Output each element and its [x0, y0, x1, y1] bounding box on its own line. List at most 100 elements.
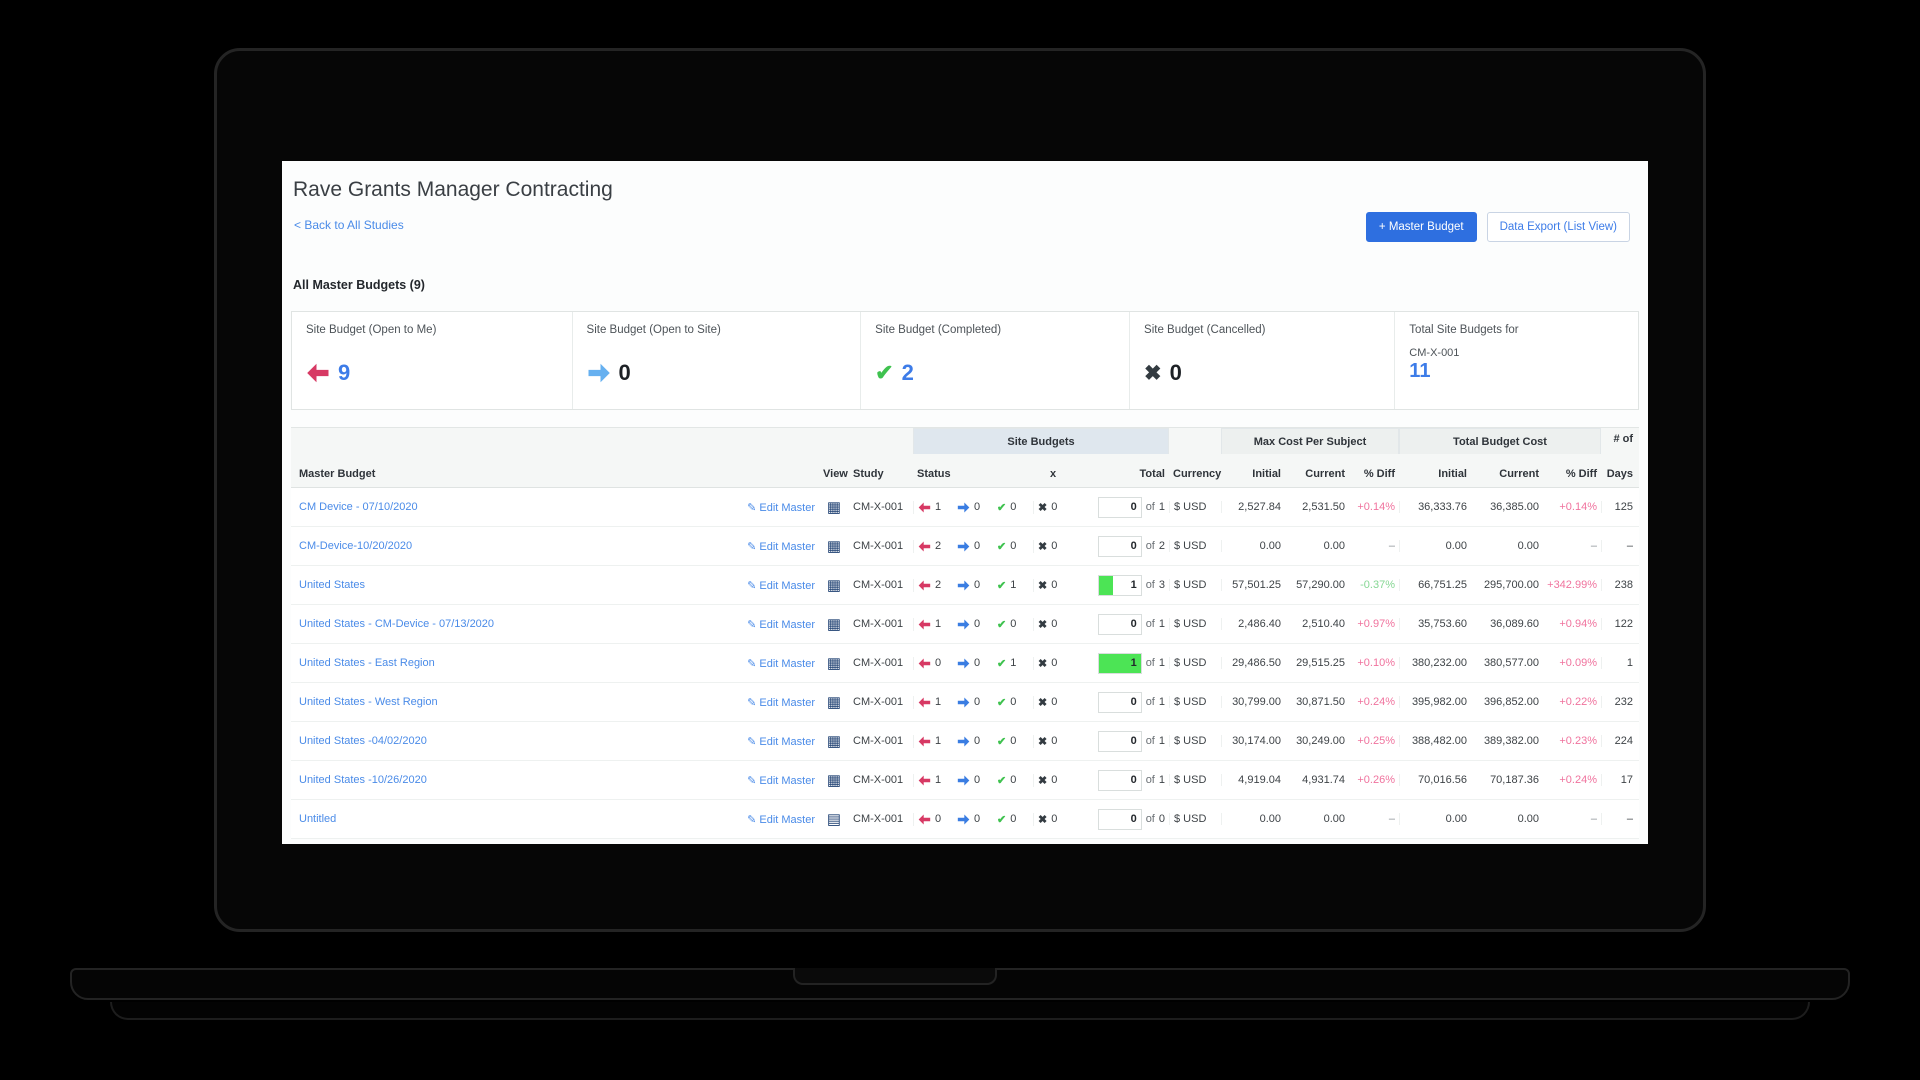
check-icon: ✔: [875, 360, 894, 385]
data-export-button[interactable]: Data Export (List View): [1486, 212, 1630, 242]
open-to-me-count: 1: [935, 774, 942, 786]
edit-master-link[interactable]: ✎ Edit Master: [747, 658, 815, 670]
master-budget-link[interactable]: United States - East Region: [299, 657, 435, 669]
laptop-notch: [793, 968, 997, 985]
edit-master-link[interactable]: ✎ Edit Master: [747, 814, 815, 826]
progress-fill: [1098, 575, 1114, 595]
card-completed: Site Budget (Completed) ✔ 2: [861, 312, 1131, 409]
master-budget-link[interactable]: United States - CM-Device - 07/13/2020: [299, 618, 495, 630]
cancelled-count: 0: [1051, 774, 1058, 786]
days-cell: 122: [1601, 618, 1639, 630]
max-initial-cell: 2,486.40: [1221, 618, 1285, 630]
header-total-cost: Total Budget Cost: [1399, 428, 1601, 454]
grid-view-icon[interactable]: ▦: [826, 537, 842, 555]
progress-input[interactable]: 0: [1097, 691, 1142, 713]
open-to-me-count: 1: [935, 501, 942, 513]
total-count: 1: [1158, 657, 1165, 669]
progress-input[interactable]: 0: [1097, 730, 1142, 752]
header-site-budgets: Site Budgets: [913, 428, 1169, 454]
edit-master-link[interactable]: ✎ Edit Master: [747, 775, 815, 787]
card-study-id: CM-X-001: [1409, 347, 1460, 359]
master-budget-link[interactable]: United States -04/02/2020: [299, 735, 427, 747]
edit-master-link[interactable]: ✎ Edit Master: [747, 541, 815, 553]
table-row: United States -04/02/2020 ✎ Edit Master …: [291, 722, 1639, 761]
grid-view-icon[interactable]: ▦: [826, 693, 842, 711]
total-current-cell: 0.00: [1517, 813, 1539, 825]
max-current-cell: 0.00: [1323, 540, 1345, 552]
table-row: United States - CM-Device - 07/13/2020 ✎…: [291, 605, 1639, 644]
progress-input[interactable]: 0: [1097, 769, 1142, 791]
progress-input[interactable]: 0: [1097, 535, 1142, 557]
edit-master-link[interactable]: ✎ Edit Master: [747, 619, 815, 631]
study-cell: CM-X-001: [853, 540, 904, 552]
master-budget-link[interactable]: CM-Device-10/20/2020: [299, 540, 413, 552]
card-value: 0: [1169, 360, 1182, 385]
back-to-all-studies-link[interactable]: < Back to All Studies: [294, 218, 404, 232]
of-label: of: [1145, 540, 1155, 552]
completed-icon: ✔: [997, 618, 1007, 631]
grid-view-icon[interactable]: ▦: [826, 498, 842, 516]
progress-input[interactable]: 0: [1097, 808, 1142, 830]
master-budget-link[interactable]: United States -10/26/2020: [299, 774, 427, 786]
open-to-site-count: 0: [974, 618, 981, 630]
pencil-icon: ✎: [747, 774, 757, 787]
grid-view-icon[interactable]: ▦: [826, 576, 842, 594]
progress-input[interactable]: 1: [1097, 574, 1142, 596]
card-open-to-site: Site Budget (Open to Site) 0: [573, 312, 862, 409]
max-initial-cell: 29,486.50: [1221, 657, 1285, 669]
progress-input[interactable]: 0: [1097, 613, 1142, 635]
master-budget-link[interactable]: CM Device - 07/10/2020: [299, 501, 418, 513]
progress-input[interactable]: 1: [1097, 652, 1142, 674]
list-view-icon[interactable]: ▤: [826, 810, 842, 828]
days-cell: 224: [1601, 735, 1639, 747]
edit-master-label: Edit Master: [759, 696, 815, 709]
edit-master-link[interactable]: ✎ Edit Master: [747, 502, 815, 514]
max-diff-cell: +0.14%: [1357, 501, 1395, 513]
header-status: Status: [917, 468, 951, 480]
table-row: CM Device - 07/10/2020 ✎ Edit Master ▦ C…: [291, 488, 1639, 527]
days-cell: –: [1601, 813, 1639, 825]
grid-view-icon[interactable]: ▦: [826, 732, 842, 750]
grid-view-icon[interactable]: ▦: [826, 615, 842, 633]
cancelled-count: 0: [1051, 501, 1058, 513]
total-count: 1: [1158, 696, 1165, 708]
card-cancelled: Site Budget (Cancelled) ✖ 0: [1130, 312, 1396, 409]
progress-value: 0: [1130, 539, 1137, 552]
header-edit: [733, 428, 819, 487]
cancelled-icon: ✖: [1038, 579, 1048, 592]
master-budget-link[interactable]: Untitled: [299, 813, 337, 825]
master-budget-button[interactable]: + Master Budget: [1365, 212, 1477, 242]
edit-master-label: Edit Master: [759, 618, 815, 631]
progress-input[interactable]: 0: [1097, 496, 1142, 518]
master-budget-link[interactable]: United States - West Region: [299, 696, 438, 708]
card-label: Site Budget (Completed): [875, 324, 1002, 336]
edit-master-label: Edit Master: [759, 774, 815, 787]
max-current-cell: 2,510.40: [1302, 618, 1345, 630]
cancelled-icon: ✖: [1038, 774, 1048, 787]
grid-view-icon[interactable]: ▦: [826, 654, 842, 672]
currency-cell: $ USD: [1169, 774, 1221, 786]
open-to-me-icon: [918, 657, 931, 670]
study-cell: CM-X-001: [853, 501, 904, 513]
max-current-cell: 30,871.50: [1296, 696, 1345, 708]
edit-master-label: Edit Master: [759, 657, 815, 670]
total-diff-cell: +0.09%: [1559, 657, 1597, 669]
cancelled-icon: ✖: [1038, 735, 1048, 748]
edit-master-link[interactable]: ✎ Edit Master: [747, 580, 815, 592]
max-current-cell: 2,531.50: [1302, 501, 1345, 513]
grid-view-icon[interactable]: ▦: [826, 771, 842, 789]
completed-count: 1: [1010, 579, 1017, 591]
cancelled-count: 0: [1051, 579, 1058, 591]
total-initial-cell: 0.00: [1399, 540, 1471, 552]
master-budget-link[interactable]: United States: [299, 579, 366, 591]
open-to-site-count: 0: [974, 579, 981, 591]
completed-count: 0: [1010, 540, 1017, 552]
cancelled-count: 0: [1051, 696, 1058, 708]
edit-master-link[interactable]: ✎ Edit Master: [747, 697, 815, 709]
study-cell: CM-X-001: [853, 579, 904, 591]
card-value: 11: [1409, 360, 1431, 382]
open-to-site-icon: [957, 657, 970, 670]
total-initial-cell: 36,333.76: [1399, 501, 1471, 513]
open-to-me-icon: [918, 540, 931, 553]
edit-master-link[interactable]: ✎ Edit Master: [747, 736, 815, 748]
